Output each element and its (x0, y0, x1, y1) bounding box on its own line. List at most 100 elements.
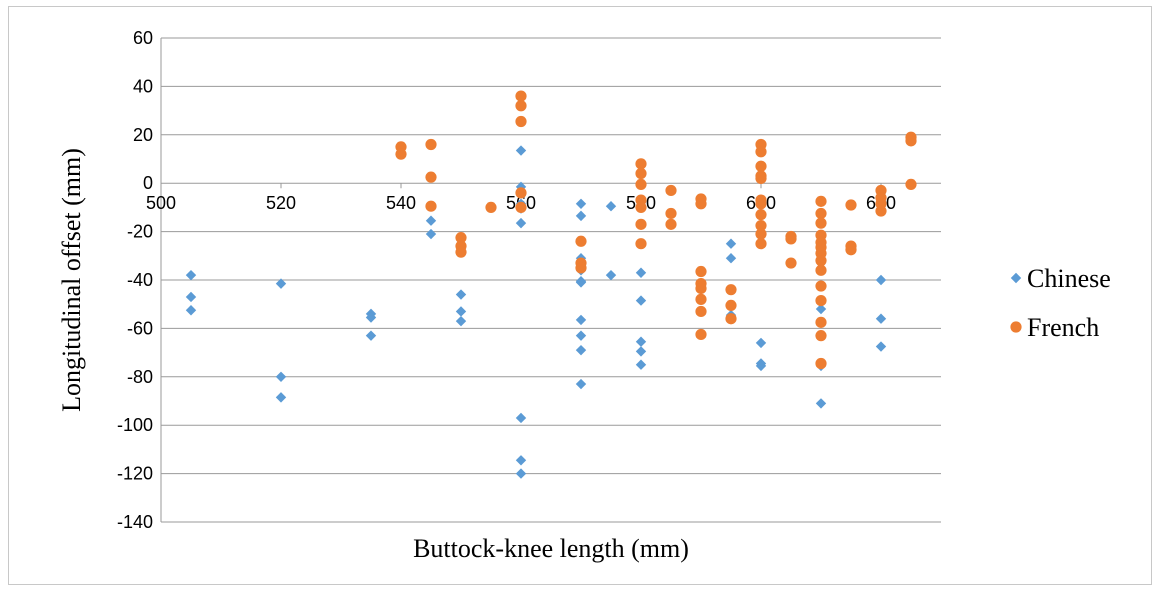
data-point-chinese (875, 274, 887, 286)
data-point-french (845, 199, 857, 211)
x-axis-title: Buttock-knee length (mm) (413, 534, 689, 563)
legend-marker-french (1010, 321, 1022, 333)
data-point-chinese (575, 277, 587, 288)
data-point-chinese (275, 392, 287, 403)
data-point-french (665, 207, 677, 220)
data-point-french (785, 257, 797, 269)
chart-frame (8, 6, 1152, 585)
data-point-chinese (755, 337, 767, 349)
data-point-chinese (455, 289, 467, 300)
data-point-french (515, 100, 527, 112)
data-point-french (515, 187, 527, 199)
data-point-chinese (515, 412, 527, 424)
data-point-french (815, 357, 827, 370)
data-point-chinese (275, 371, 287, 382)
data-point-chinese (365, 330, 377, 341)
data-point-french (425, 200, 437, 212)
data-point-french (755, 146, 767, 158)
data-point-french (635, 201, 647, 213)
data-point-chinese (185, 305, 197, 316)
data-point-chinese (605, 269, 617, 281)
data-point-french (755, 238, 767, 250)
data-point-french (815, 280, 827, 292)
y-tick-label: -120 (117, 464, 153, 484)
data-point-chinese (515, 468, 527, 479)
data-point-french (905, 135, 917, 147)
data-point-french (665, 184, 677, 197)
data-point-chinese (575, 344, 587, 356)
data-point-chinese (515, 217, 527, 229)
data-point-french (515, 90, 527, 102)
y-tick-label: 20 (133, 125, 153, 145)
legend: Chinese French (1010, 264, 1111, 342)
data-point-french (425, 138, 437, 151)
data-point-french (695, 305, 707, 318)
data-point-chinese (575, 378, 587, 390)
data-point-chinese (815, 303, 827, 315)
data-point-french (635, 238, 647, 250)
data-point-chinese (635, 267, 647, 278)
data-point-french (695, 282, 707, 295)
x-tick-label: 500 (146, 193, 176, 213)
data-point-french (635, 167, 647, 180)
legend-label-french: French (1027, 313, 1099, 342)
y-tick-label: -140 (117, 512, 153, 532)
data-point-chinese (725, 238, 737, 249)
data-point-chinese (635, 336, 647, 347)
data-point-french (575, 262, 587, 274)
data-point-french (575, 235, 587, 247)
legend-label-chinese: Chinese (1027, 264, 1111, 293)
data-point-chinese (635, 295, 647, 306)
data-point-french (665, 218, 677, 230)
data-point-french (515, 201, 527, 213)
data-point-french (845, 244, 857, 256)
data-point-french (755, 198, 767, 210)
data-point-french (755, 219, 767, 232)
data-point-french (725, 313, 737, 325)
data-point-chinese (875, 341, 887, 352)
data-point-french (815, 294, 827, 307)
data-point-french (815, 207, 827, 220)
data-point-chinese (455, 306, 467, 317)
data-point-french (635, 218, 647, 230)
y-axis: 60 40 20 0 -20 -40 -60 -80 -100 -120 -140 (117, 28, 162, 532)
gridlines (161, 37, 941, 523)
y-tick-label: -40 (127, 270, 153, 290)
y-tick-label: -80 (127, 367, 153, 387)
data-point-chinese (185, 269, 197, 281)
data-point-french (755, 160, 767, 172)
data-point-french (695, 265, 707, 278)
series-french (395, 90, 917, 370)
data-point-chinese (275, 278, 287, 289)
y-axis-title: Longitudinal offset (mm) (57, 148, 86, 412)
data-point-chinese (875, 313, 887, 324)
data-point-chinese (515, 455, 527, 466)
data-point-french (815, 264, 827, 276)
data-point-french (755, 172, 767, 184)
data-points (185, 90, 917, 479)
data-point-chinese (755, 360, 767, 372)
y-tick-label: -60 (127, 318, 153, 338)
data-point-chinese (575, 210, 587, 222)
data-point-french (695, 293, 707, 305)
data-point-french (515, 115, 527, 128)
data-point-french (485, 201, 497, 213)
y-tick-label: 60 (133, 28, 153, 48)
y-tick-label: -100 (117, 415, 153, 435)
data-point-chinese (365, 312, 377, 323)
data-point-chinese (725, 253, 737, 264)
data-point-french (815, 195, 827, 207)
data-point-french (815, 316, 827, 328)
data-point-french (815, 217, 827, 229)
data-point-french (455, 246, 467, 258)
data-point-chinese (455, 315, 467, 327)
y-tick-label: 40 (133, 76, 153, 96)
data-point-french (635, 178, 647, 191)
data-point-french (725, 299, 737, 312)
data-point-french (755, 209, 767, 221)
data-point-french (635, 158, 647, 170)
data-point-chinese (515, 145, 527, 156)
data-point-chinese (185, 291, 197, 303)
data-point-french (875, 205, 887, 217)
